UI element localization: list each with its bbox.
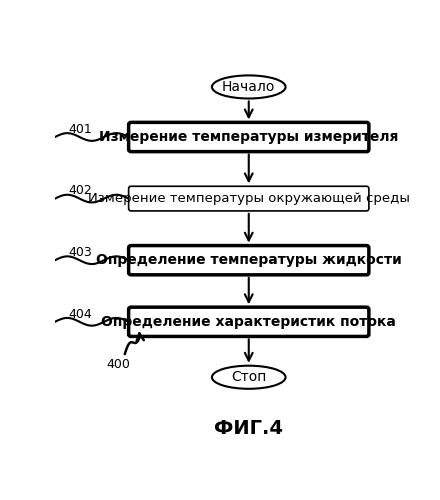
Text: 402: 402 [68, 184, 92, 198]
FancyBboxPatch shape [128, 307, 369, 336]
Text: Начало: Начало [222, 80, 275, 94]
Text: Определение характеристик потока: Определение характеристик потока [101, 315, 396, 329]
Text: 403: 403 [68, 246, 92, 259]
FancyBboxPatch shape [128, 246, 369, 275]
Text: Стоп: Стоп [231, 370, 267, 384]
Ellipse shape [212, 366, 286, 389]
FancyBboxPatch shape [128, 186, 369, 211]
Text: 404: 404 [68, 308, 92, 320]
Text: 400: 400 [106, 358, 131, 370]
Text: ФИГ.4: ФИГ.4 [214, 418, 283, 438]
Ellipse shape [212, 76, 286, 98]
Text: Измерение температуры измерителя: Измерение температуры измерителя [99, 130, 399, 144]
Text: Определение температуры жидкости: Определение температуры жидкости [96, 253, 402, 267]
FancyBboxPatch shape [128, 122, 369, 152]
Text: 401: 401 [68, 123, 92, 136]
Text: Измерение температуры окружающей среды: Измерение температуры окружающей среды [88, 192, 410, 205]
